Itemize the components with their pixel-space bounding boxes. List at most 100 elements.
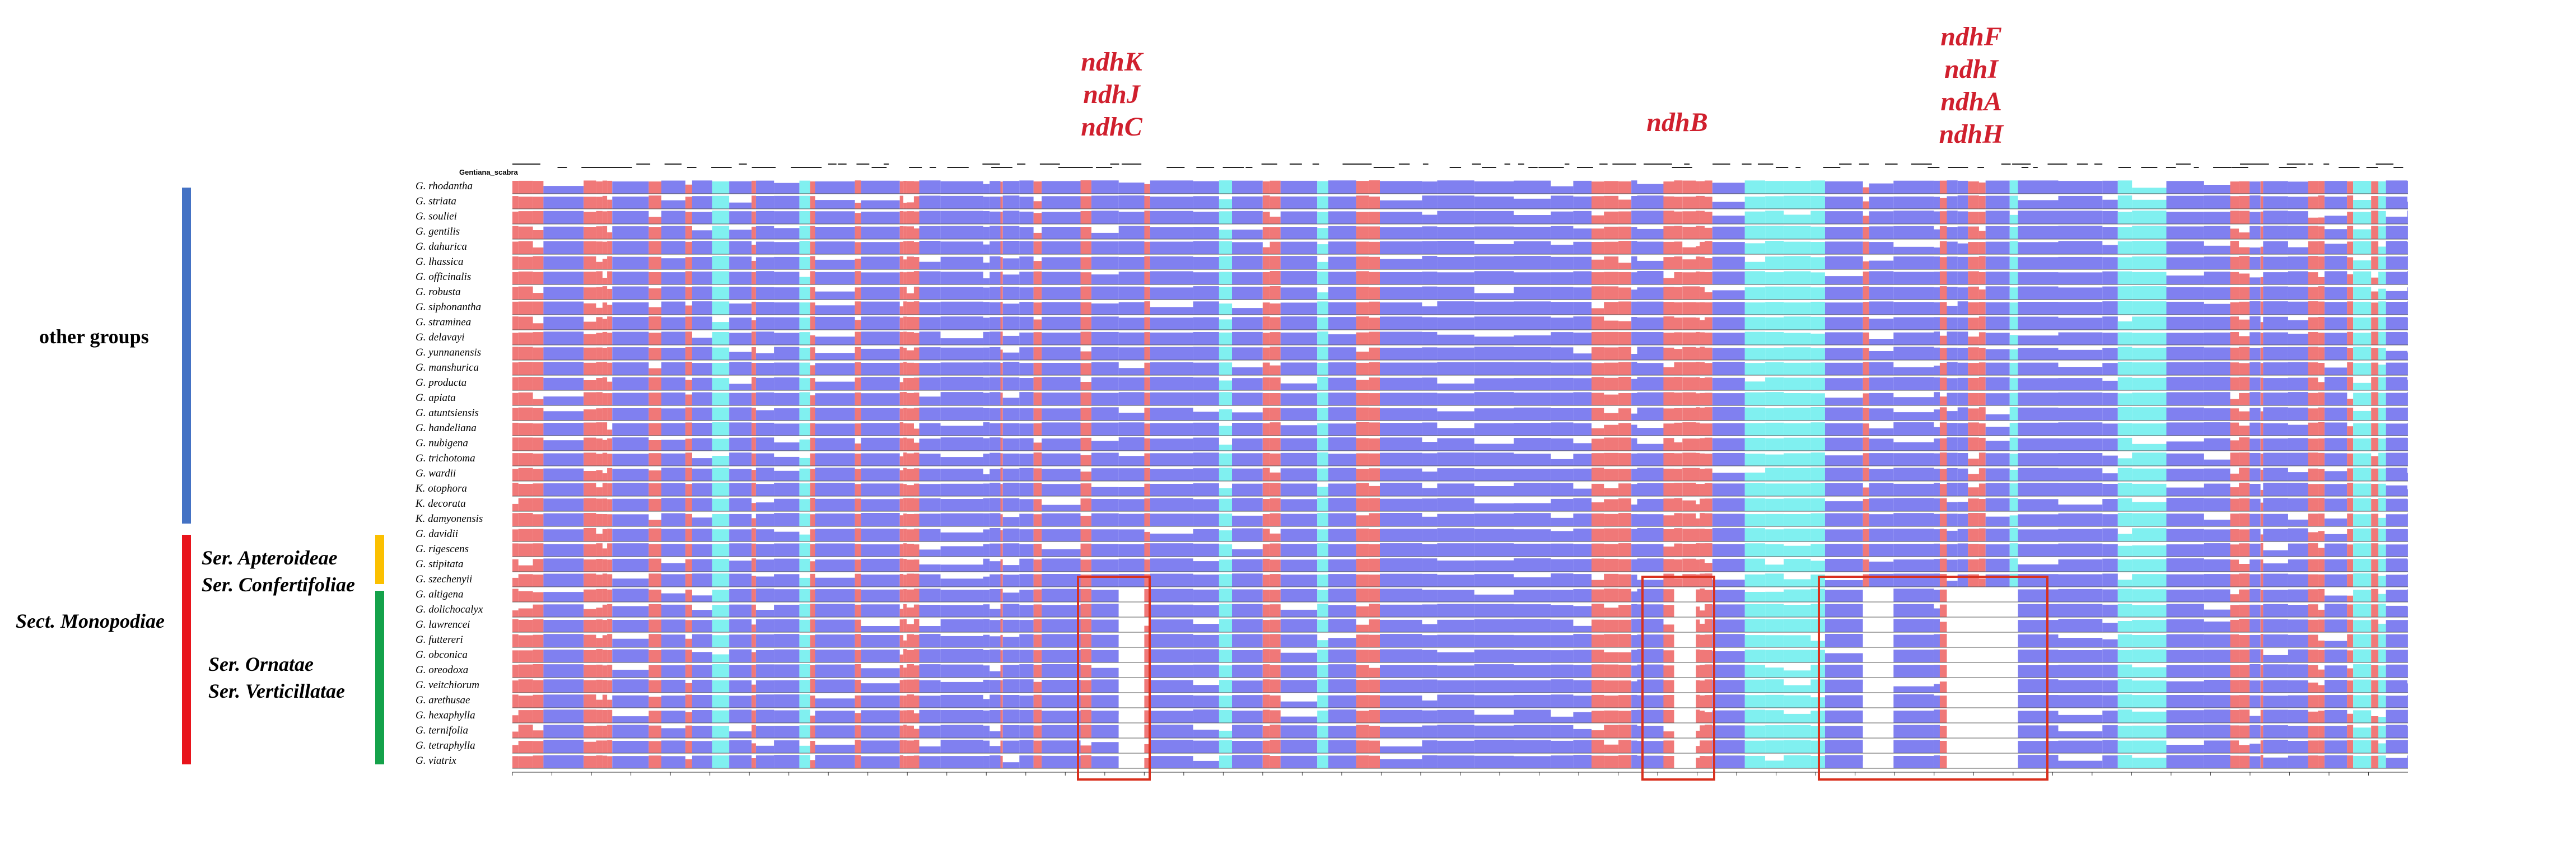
conservation-segment <box>2263 196 2288 209</box>
conservation-segment <box>512 665 519 678</box>
conservation-segment <box>1000 680 1003 693</box>
conservation-segment <box>692 726 712 738</box>
conservation-segment <box>1592 483 1604 496</box>
conservation-segment <box>752 543 756 557</box>
conservation-segment <box>2204 185 2230 194</box>
conservation-segment <box>602 755 608 768</box>
conservation-segment <box>729 483 752 496</box>
conservation-segment <box>584 241 596 254</box>
conservation-segment <box>1193 437 1219 451</box>
conservation-segment <box>2132 649 2167 662</box>
conservation-segment <box>1682 513 1696 526</box>
conservation-segment <box>1637 649 1664 662</box>
conservation-segment <box>1712 604 1745 617</box>
conservation-segment <box>607 574 613 587</box>
gene-arrow <box>1612 164 1630 165</box>
conservation-segment <box>1618 181 1631 194</box>
conservation-segment <box>2260 543 2264 557</box>
conservation-segment <box>1674 393 1683 405</box>
conservation-segment <box>1663 756 1674 768</box>
conservation-segment <box>2239 426 2250 436</box>
conservation-segment <box>983 318 990 330</box>
conservation-segment <box>1356 483 1369 496</box>
conservation-segment <box>1744 709 1765 723</box>
conservation-segment <box>903 740 907 753</box>
conservation-segment <box>1193 543 1219 557</box>
conservation-segment <box>2058 181 2103 194</box>
conservation-segment <box>584 483 596 496</box>
conservation-segment <box>1765 454 1784 466</box>
conservation-segment <box>799 457 810 466</box>
conservation-segment <box>1033 241 1042 254</box>
conservation-segment <box>1934 608 1940 617</box>
conservation-segment <box>1118 664 1145 678</box>
conservation-segment <box>1019 241 1034 254</box>
conservation-segment <box>2318 452 2325 466</box>
conservation-segment <box>2250 377 2261 390</box>
conservation-segment <box>2260 287 2264 300</box>
conservation-segment <box>1380 604 1422 617</box>
conservation-segment <box>1985 680 2010 693</box>
conservation-segment <box>907 607 914 617</box>
conservation-segment <box>602 473 608 481</box>
conservation-segment <box>2260 301 2264 315</box>
gene-arrow <box>2393 167 2404 168</box>
conservation-segment <box>1631 354 1637 360</box>
conservation-segment <box>903 667 907 678</box>
conservation-segment <box>1150 408 1193 421</box>
conservation-segment <box>1968 242 1979 254</box>
conservation-segment <box>1631 575 1637 587</box>
conservation-segment <box>648 498 661 511</box>
conservation-segment <box>1810 226 1825 239</box>
conservation-segment <box>990 272 1001 284</box>
conservation-segment <box>1474 634 1514 647</box>
conservation-segment <box>913 181 920 194</box>
species-label: G. handeliana <box>416 422 477 434</box>
conservation-segment <box>1232 619 1263 632</box>
conservation-segment <box>2378 408 2386 421</box>
conservation-segment <box>1002 423 1020 436</box>
conservation-segment <box>1150 287 1193 300</box>
conservation-segment <box>2378 717 2386 723</box>
conservation-segment <box>1968 637 1979 647</box>
conservation-segment <box>1939 396 1947 405</box>
conservation-segment <box>1592 543 1604 557</box>
conservation-segment <box>1700 320 1705 330</box>
conservation-segment <box>1144 453 1150 466</box>
conservation-segment <box>1573 559 1592 572</box>
conservation-segment <box>1637 332 1664 345</box>
conservation-segment <box>1474 503 1514 511</box>
conservation-segment <box>2102 227 2118 239</box>
conservation-segment <box>1744 665 1765 678</box>
conservation-segment <box>1784 393 1811 405</box>
conservation-segment <box>990 528 1001 541</box>
conservation-segment <box>1551 422 1574 436</box>
conservation-segment <box>2009 680 2018 693</box>
conservation-segment <box>1947 710 1958 723</box>
conservation-segment <box>1947 544 1958 557</box>
conservation-segment <box>903 452 907 466</box>
conservation-segment <box>612 638 649 647</box>
conservation-segment <box>1280 287 1318 300</box>
conservation-segment <box>2324 574 2348 587</box>
conservation-segment <box>799 180 810 194</box>
conservation-segment <box>1422 241 1438 254</box>
conservation-segment <box>1000 530 1003 541</box>
conservation-segment <box>861 668 900 678</box>
gene-arrow <box>1058 167 1079 168</box>
conservation-segment <box>1700 362 1705 375</box>
conservation-segment <box>1957 332 1968 345</box>
conservation-segment <box>1939 469 1947 481</box>
species-label: G. futtereri <box>416 634 463 646</box>
conservation-segment <box>815 453 855 466</box>
conservation-segment <box>1380 437 1422 451</box>
conservation-segment <box>1824 604 1863 617</box>
gene-arrow <box>2231 167 2248 168</box>
conservation-segment <box>1232 711 1263 723</box>
conservation-segment <box>861 725 900 738</box>
conservation-segment <box>2407 709 2408 723</box>
conservation-segment <box>1765 498 1784 511</box>
conservation-segment <box>1939 180 1947 194</box>
conservation-segment <box>1934 755 1940 768</box>
conservation-segment <box>1551 716 1574 723</box>
